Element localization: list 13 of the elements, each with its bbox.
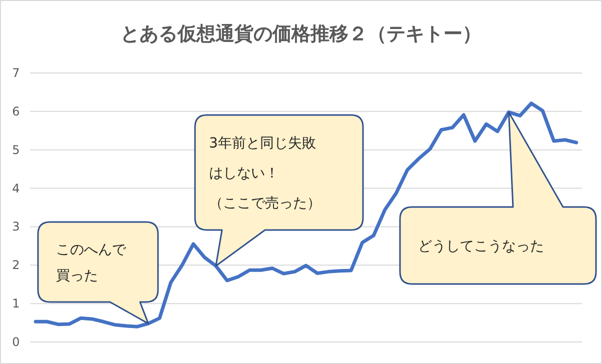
annotation: 3年前と同じ失敗はしない！（ここで売った）: [209, 136, 321, 212]
y-tick-label: 5: [12, 142, 20, 157]
y-tick-label: 1: [12, 296, 20, 311]
chart-title: とある仮想通貨の価格推移２（テキトー）: [120, 23, 482, 45]
y-tick-label: 7: [12, 66, 20, 80]
line-series: [34, 102, 578, 328]
annotation: どうしてこうなった: [418, 238, 544, 254]
annotation: このへんで買った: [56, 242, 127, 284]
y-tick-label: 3: [12, 220, 20, 234]
y-tick-label: 6: [12, 104, 20, 118]
y-tick-label: 4: [12, 181, 20, 196]
y-tick-label: 0: [12, 335, 20, 349]
y-tick-label: 2: [12, 258, 20, 272]
